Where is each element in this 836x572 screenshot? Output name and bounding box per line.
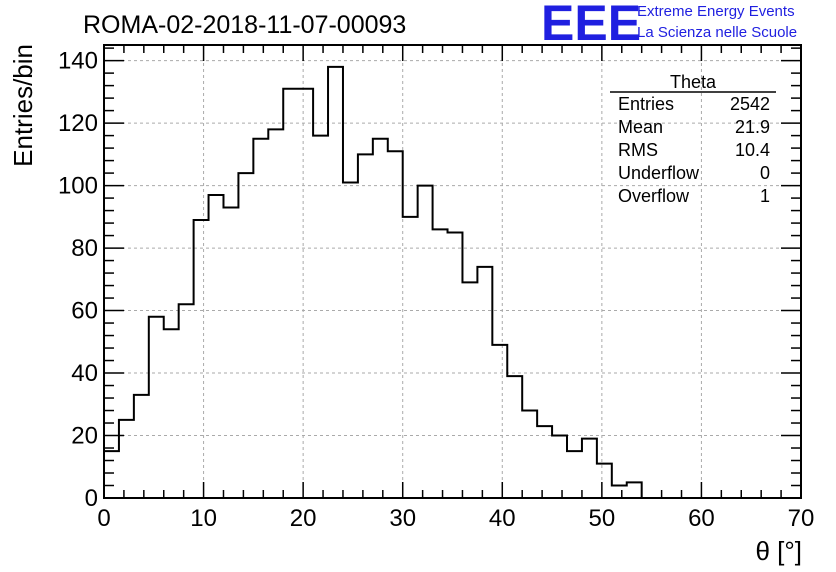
x-tick-label: 20 <box>290 505 317 532</box>
x-tick-label: 0 <box>97 505 110 532</box>
chart-title: ROMA-02-2018-11-07-00093 <box>83 11 406 39</box>
stats-value: 0 <box>760 163 770 183</box>
stats-box: Theta Entries 2542 Mean 21.9 RMS 10.4 Underflo… <box>610 72 776 206</box>
stats-label: RMS <box>618 140 658 160</box>
y-tick-label: 100 <box>58 173 98 200</box>
y-tick-label: 0 <box>85 485 98 512</box>
plot-frame <box>103 44 802 499</box>
y-tick-label: 40 <box>71 360 98 387</box>
grid-lines <box>104 45 801 498</box>
y-tick-label: 120 <box>58 110 98 137</box>
y-tick-label: 140 <box>58 48 98 75</box>
y-axis-label: Entries/bin <box>8 44 38 167</box>
stats-value: 2542 <box>730 94 770 114</box>
stats-label: Overflow <box>618 186 690 206</box>
x-tick-label: 50 <box>589 505 616 532</box>
x-tick-label: 60 <box>688 505 715 532</box>
logo-line-1: Extreme Energy Events <box>637 3 795 20</box>
x-tick-label: 30 <box>389 505 416 532</box>
x-axis-label: θ [°] <box>755 536 802 566</box>
x-tick-label: 70 <box>788 505 815 532</box>
y-tick-label: 60 <box>71 298 98 325</box>
stats-title: Theta <box>670 72 717 92</box>
x-tick-label: 40 <box>489 505 516 532</box>
eee-logo: EEE <box>541 0 642 51</box>
logo-line-2: La Scienza nelle Scuole <box>637 24 798 41</box>
stats-value: 10.4 <box>735 140 770 160</box>
x-tick-label: 10 <box>190 505 217 532</box>
stats-label: Mean <box>618 117 663 137</box>
stats-label: Entries <box>618 94 674 114</box>
histogram-line <box>103 65 643 498</box>
stats-label: Underflow <box>618 163 700 183</box>
y-tick-label: 80 <box>71 235 98 262</box>
stats-value: 21.9 <box>735 117 770 137</box>
axis-ticks <box>103 45 802 499</box>
y-tick-label: 20 <box>71 423 98 450</box>
stats-value: 1 <box>760 186 770 206</box>
